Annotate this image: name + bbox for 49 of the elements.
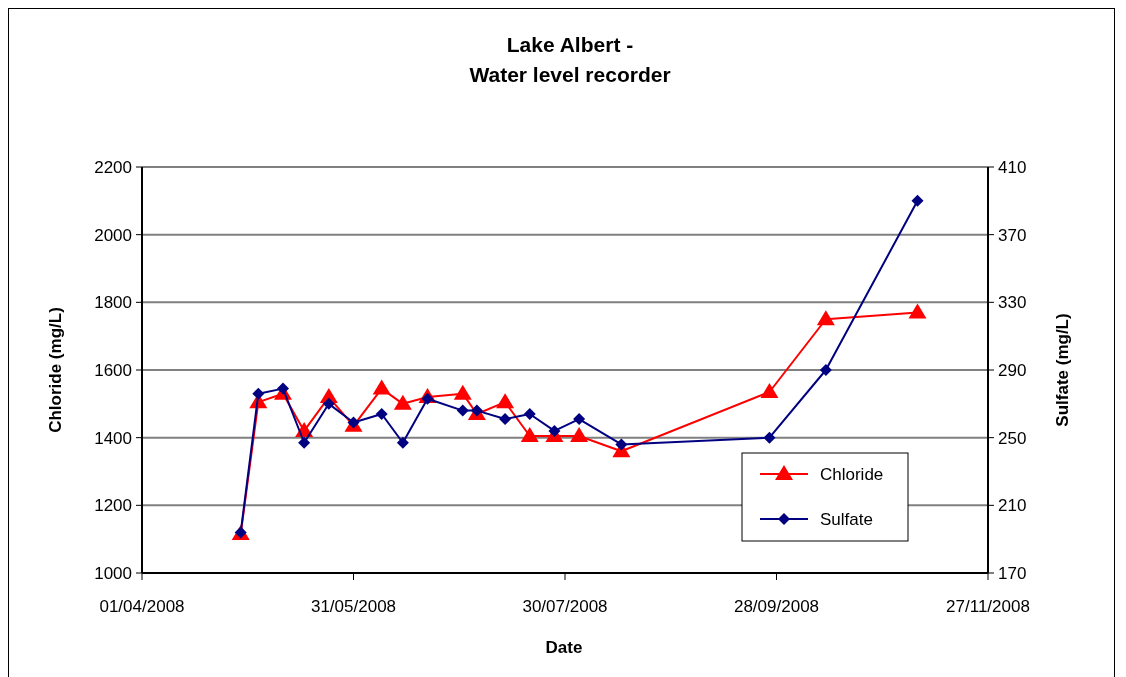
y2-tick-label: 330 — [998, 293, 1027, 313]
y-tick-label: 2000 — [94, 225, 132, 245]
y2-tick-label: 210 — [998, 496, 1027, 516]
point — [570, 426, 589, 442]
point — [548, 424, 561, 437]
y-tick-label: 1800 — [94, 293, 132, 313]
y-tick-label: 1400 — [94, 428, 132, 448]
y2-tick-label: 410 — [998, 158, 1027, 177]
y2-axis-title: Sulfate (mg/L) — [1053, 313, 1072, 427]
y-tick-label: 2200 — [94, 158, 132, 177]
point — [375, 407, 388, 420]
y-axis-title: Chloride (mg/L) — [46, 307, 65, 433]
x-tick-label: 01/04/2008 — [99, 597, 185, 616]
y2-tick-label: 290 — [998, 361, 1027, 380]
point — [252, 387, 265, 400]
point — [819, 364, 832, 376]
point — [393, 394, 412, 410]
x-axis-title: Date — [545, 638, 583, 657]
point — [496, 393, 515, 409]
x-tick-label: 30/07/2008 — [522, 597, 608, 616]
point — [573, 413, 586, 426]
x-tick-label: 28/09/2008 — [733, 597, 820, 616]
y2-tick-label: 250 — [998, 428, 1027, 448]
point — [322, 397, 335, 410]
point — [277, 382, 289, 395]
legend-label: Sulfate — [820, 510, 873, 529]
point — [396, 436, 409, 449]
chart-title: Lake Albert - Water level recorder — [469, 33, 671, 86]
point — [456, 404, 469, 417]
y2-tick-label: 370 — [998, 225, 1027, 245]
point — [453, 384, 472, 400]
y-tick-label: 1200 — [94, 496, 132, 516]
point — [816, 310, 835, 326]
y-tick-label: 1000 — [94, 564, 132, 583]
y-tick-label: 1600 — [94, 361, 132, 380]
point — [520, 426, 539, 442]
point — [763, 431, 776, 444]
legend-label: Chloride — [820, 465, 884, 484]
point — [760, 382, 779, 398]
x-tick-label: 27/11/2008 — [946, 597, 1030, 616]
point — [499, 413, 512, 426]
point — [372, 379, 391, 395]
y2-tick-label: 170 — [998, 564, 1027, 583]
x-tick-label: 31/05/2008 — [310, 597, 397, 616]
point — [911, 194, 924, 207]
point — [615, 438, 628, 451]
point — [908, 303, 927, 319]
point — [523, 407, 536, 420]
point — [298, 436, 311, 449]
